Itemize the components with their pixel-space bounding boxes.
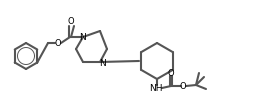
Text: O: O — [55, 39, 61, 48]
Text: O: O — [168, 69, 174, 78]
Text: O: O — [68, 17, 74, 26]
Text: NH: NH — [149, 84, 163, 93]
Text: O: O — [180, 82, 186, 91]
Text: N: N — [99, 58, 105, 67]
Text: N: N — [79, 33, 85, 42]
